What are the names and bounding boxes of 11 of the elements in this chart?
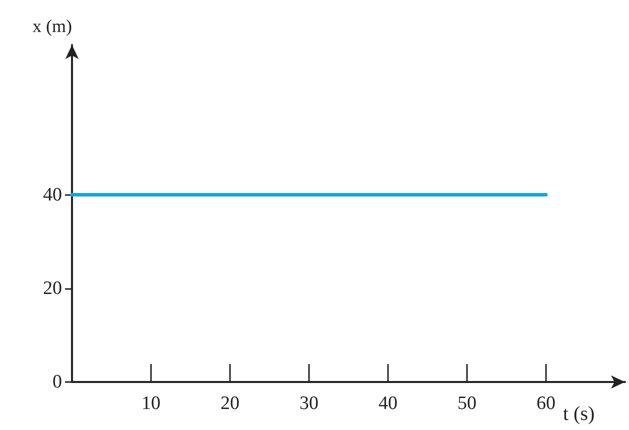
x-tick-label: 60	[536, 393, 556, 414]
x-axis-title: t (s)	[563, 403, 595, 425]
y-tick-label: 0	[52, 372, 62, 392]
x-tick-label: 30	[300, 393, 318, 414]
y-tick-label: 40	[43, 184, 62, 206]
x-tick-label: 50	[458, 393, 476, 414]
y-tick-label: 20	[43, 278, 62, 299]
x-tick-label: 10	[142, 393, 160, 414]
x-tick-label: 40	[378, 393, 398, 414]
y-axis-title: x (m)	[32, 16, 72, 36]
x-tick-label: 20	[220, 393, 240, 414]
